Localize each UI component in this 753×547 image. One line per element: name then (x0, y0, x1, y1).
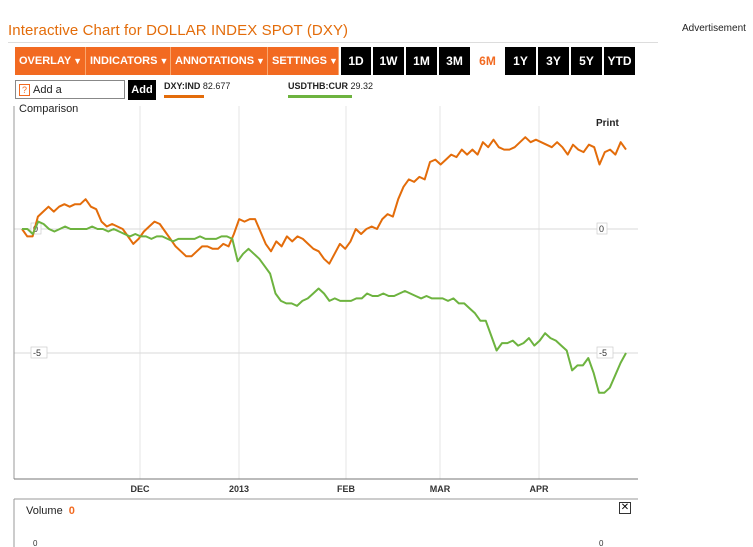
chevron-down-icon: ▼ (256, 56, 265, 66)
overlay-menu-label: OVERLAY (19, 55, 72, 67)
legend-dxy-name: DXY:IND (164, 81, 201, 91)
chevron-down-icon: ▼ (329, 56, 338, 66)
range-button-1w[interactable]: 1W (373, 47, 404, 75)
legend-usdthb-name: USDTHB:CUR (288, 81, 348, 91)
range-button-1m[interactable]: 1M (406, 47, 437, 75)
legend-dxy-swatch (164, 95, 204, 98)
x-tick-label: FEB (337, 484, 356, 494)
advertisement-label: Advertisement (682, 23, 746, 34)
y-tick-box (596, 222, 608, 235)
legend-dxy: DXY:IND 82.677 (164, 81, 230, 91)
y-tick-box (596, 346, 614, 359)
y-tick-label: -5 (33, 348, 41, 358)
volume-title: Volume (26, 505, 63, 517)
range-button-1y[interactable]: 1Y (505, 47, 536, 75)
indicators-menu[interactable]: INDICATORS ▼ (86, 47, 171, 75)
title-divider (8, 42, 658, 43)
range-button-1d[interactable]: 1D (341, 47, 371, 75)
volume-label: Volume 0 (26, 505, 75, 517)
indicators-menu-label: INDICATORS (90, 55, 158, 67)
add-comparison-input[interactable]: ? Add a Comparison (15, 80, 125, 115)
legend-usdthb-value: 29.32 (350, 81, 374, 91)
dxy-series-line (21, 136, 627, 265)
add-comparison-button[interactable]: Add (128, 80, 156, 100)
settings-menu-label: SETTINGS (272, 55, 328, 67)
y-tick-label: 0 (599, 224, 604, 234)
print-button[interactable]: Print (596, 118, 619, 129)
range-button-3m[interactable]: 3M (439, 47, 470, 75)
page-title: Interactive Chart for DOLLAR INDEX SPOT … (8, 22, 349, 39)
range-button-5y[interactable]: 5Y (571, 47, 602, 75)
usdthb-series-line (22, 220, 627, 394)
y-tick-label: -5 (599, 348, 607, 358)
help-icon[interactable]: ? (19, 84, 31, 96)
volume-value: 0 (68, 505, 75, 517)
range-button-6m[interactable]: 6M (472, 47, 503, 75)
x-tick-label: DEC (130, 484, 150, 494)
x-tick-label: MAR (430, 484, 451, 494)
y-tick-box (30, 346, 48, 359)
volume-tick-label: 0 (33, 539, 38, 547)
chart-toolbar: OVERLAY ▼ INDICATORS ▼ ANNOTATIONS ▼ SETTIN… (15, 47, 635, 75)
range-button-3y[interactable]: 3Y (538, 47, 569, 75)
settings-menu[interactable]: SETTINGS ▼ (268, 47, 339, 75)
annotations-menu-label: ANNOTATIONS (175, 55, 255, 67)
annotations-menu[interactable]: ANNOTATIONS ▼ (171, 47, 268, 75)
legend-usdthb: USDTHB:CUR 29.32 (288, 81, 373, 91)
chevron-down-icon: ▼ (73, 56, 83, 66)
close-icon[interactable]: ✕ (619, 502, 631, 514)
chevron-down-icon: ▼ (159, 56, 169, 66)
add-comparison-label: Add a Comparison (19, 84, 79, 115)
x-tick-label: APR (529, 484, 549, 494)
legend-usdthb-swatch (288, 95, 352, 98)
volume-tick-label: 0 (599, 539, 604, 547)
overlay-menu[interactable]: OVERLAY ▼ (15, 47, 86, 75)
x-tick-label: 2013 (229, 484, 249, 494)
legend-dxy-value: 82.677 (202, 81, 231, 91)
range-button-ytd[interactable]: YTD (604, 47, 635, 75)
